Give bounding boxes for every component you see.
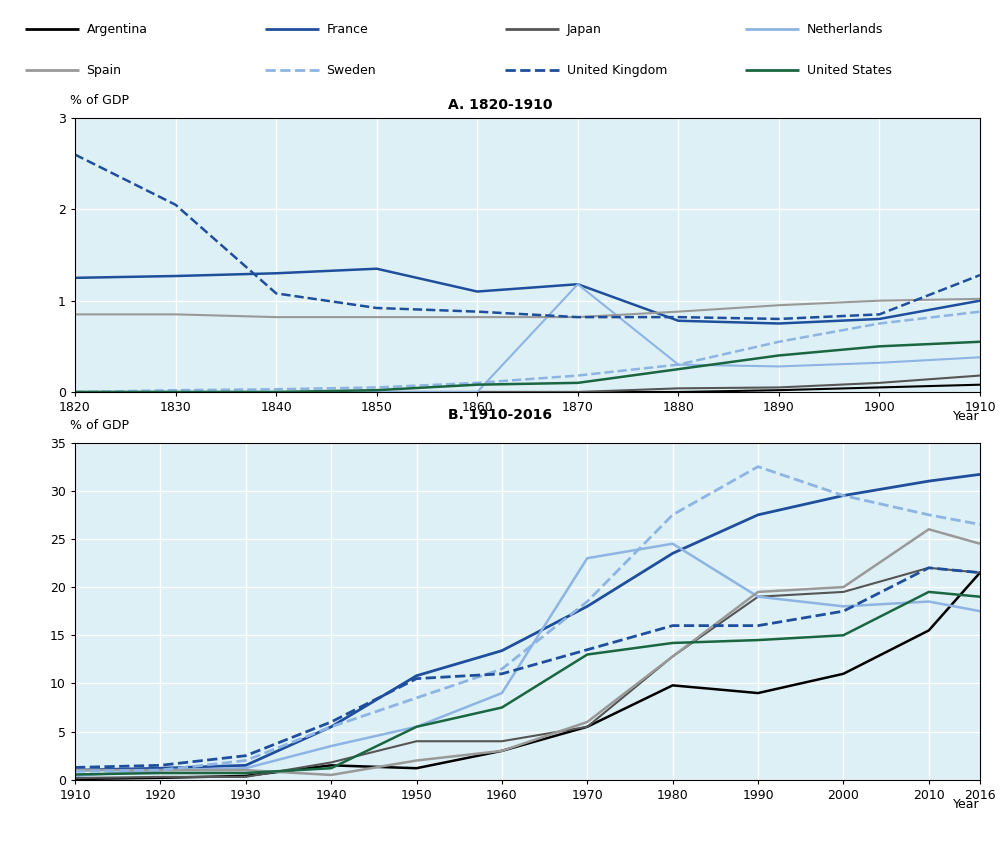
Text: Sweden: Sweden: [327, 64, 376, 77]
Text: United States: United States: [807, 64, 892, 77]
Text: Year: Year: [953, 410, 980, 423]
Text: Netherlands: Netherlands: [807, 23, 883, 35]
Text: Japan: Japan: [567, 23, 602, 35]
Text: % of GDP: % of GDP: [70, 94, 129, 107]
Text: Spain: Spain: [86, 64, 121, 77]
Text: United Kingdom: United Kingdom: [567, 64, 667, 77]
Text: Year: Year: [953, 798, 980, 811]
Text: France: France: [327, 23, 368, 35]
Text: % of GDP: % of GDP: [70, 420, 129, 432]
Text: Argentina: Argentina: [86, 23, 147, 35]
Text: A. 1820-1910: A. 1820-1910: [448, 98, 552, 111]
Text: B. 1910-2016: B. 1910-2016: [448, 408, 552, 422]
